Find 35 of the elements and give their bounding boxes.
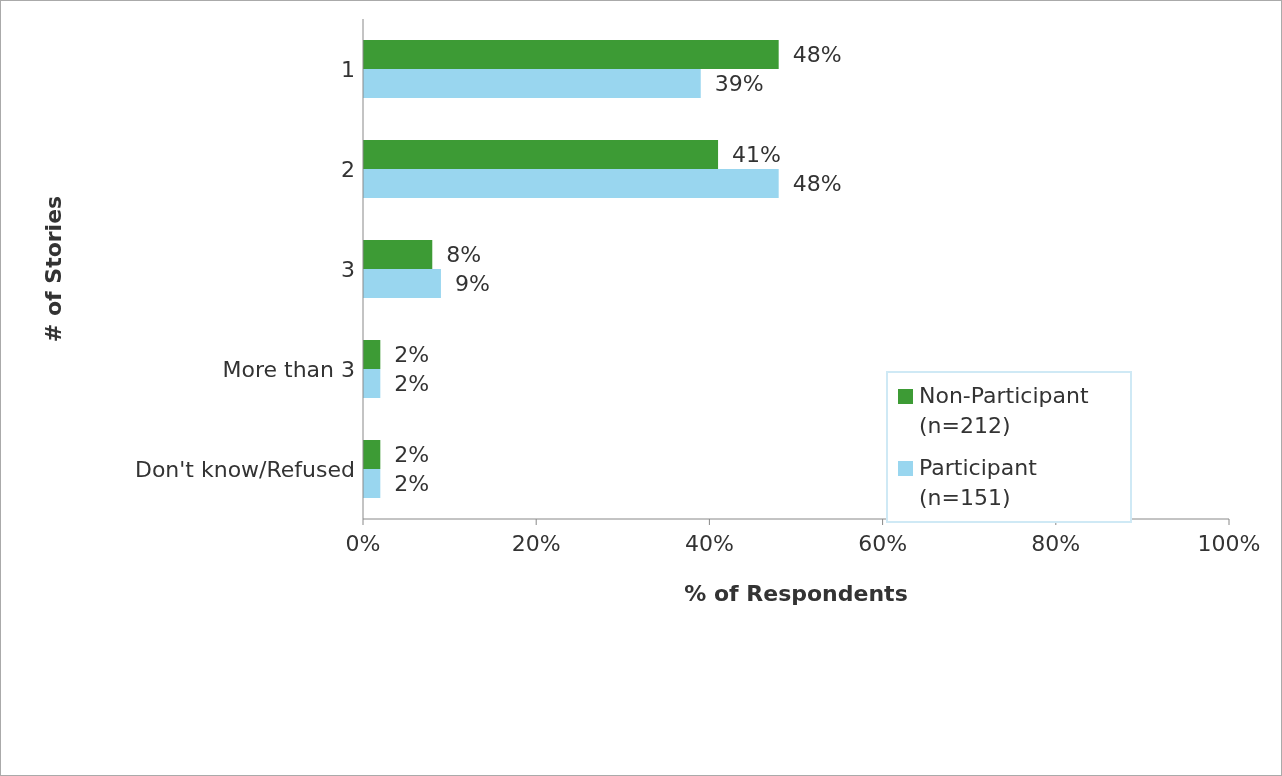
bar [363, 269, 441, 298]
x-tick-label: 40% [684, 530, 734, 556]
x-tick-label: 80% [1031, 530, 1081, 556]
data-label: 48% [792, 42, 842, 68]
x-tick-label: 20% [511, 530, 561, 556]
bar [363, 340, 381, 369]
y-tick-label: Don't know/Refused [134, 456, 355, 482]
data-label: 2% [394, 371, 430, 397]
data-label: 2% [394, 471, 430, 497]
bar [363, 240, 433, 269]
x-tick-label: 60% [858, 530, 908, 556]
y-tick-label: 1 [341, 56, 355, 82]
data-label: 41% [732, 142, 781, 168]
bar [363, 140, 719, 169]
bar [363, 440, 381, 469]
data-label: 2% [394, 342, 430, 368]
legend-label: Participant (n=151) [919, 454, 1038, 512]
x-axis-title: % of Respondents [684, 581, 908, 606]
legend-label: Non-Participant (n=212) [919, 382, 1090, 440]
bar [363, 40, 779, 69]
y-axis-title: # of Stories [40, 195, 66, 343]
data-label: 2% [394, 442, 430, 468]
data-label: 39% [714, 71, 764, 97]
bar [363, 69, 701, 98]
x-tick-label: 100% [1197, 530, 1261, 556]
y-tick-label: 3 [341, 256, 355, 282]
bar [363, 469, 381, 498]
y-tick-label: 2 [341, 156, 355, 182]
x-tick-label: 0% [345, 530, 381, 556]
bar [363, 369, 381, 398]
data-label: 8% [446, 242, 482, 268]
bar [363, 169, 779, 198]
data-label: 48% [792, 171, 842, 197]
data-label: 9% [454, 271, 490, 297]
y-tick-label: More than 3 [222, 356, 355, 382]
